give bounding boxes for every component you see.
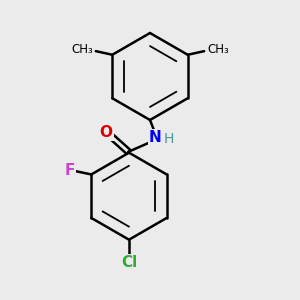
Text: F: F [64, 163, 75, 178]
Text: H: H [164, 132, 174, 146]
Text: CH₃: CH₃ [71, 43, 93, 56]
Text: CH₃: CH₃ [207, 43, 229, 56]
Text: N: N [149, 130, 162, 145]
Text: Cl: Cl [121, 255, 137, 270]
Text: O: O [100, 125, 113, 140]
